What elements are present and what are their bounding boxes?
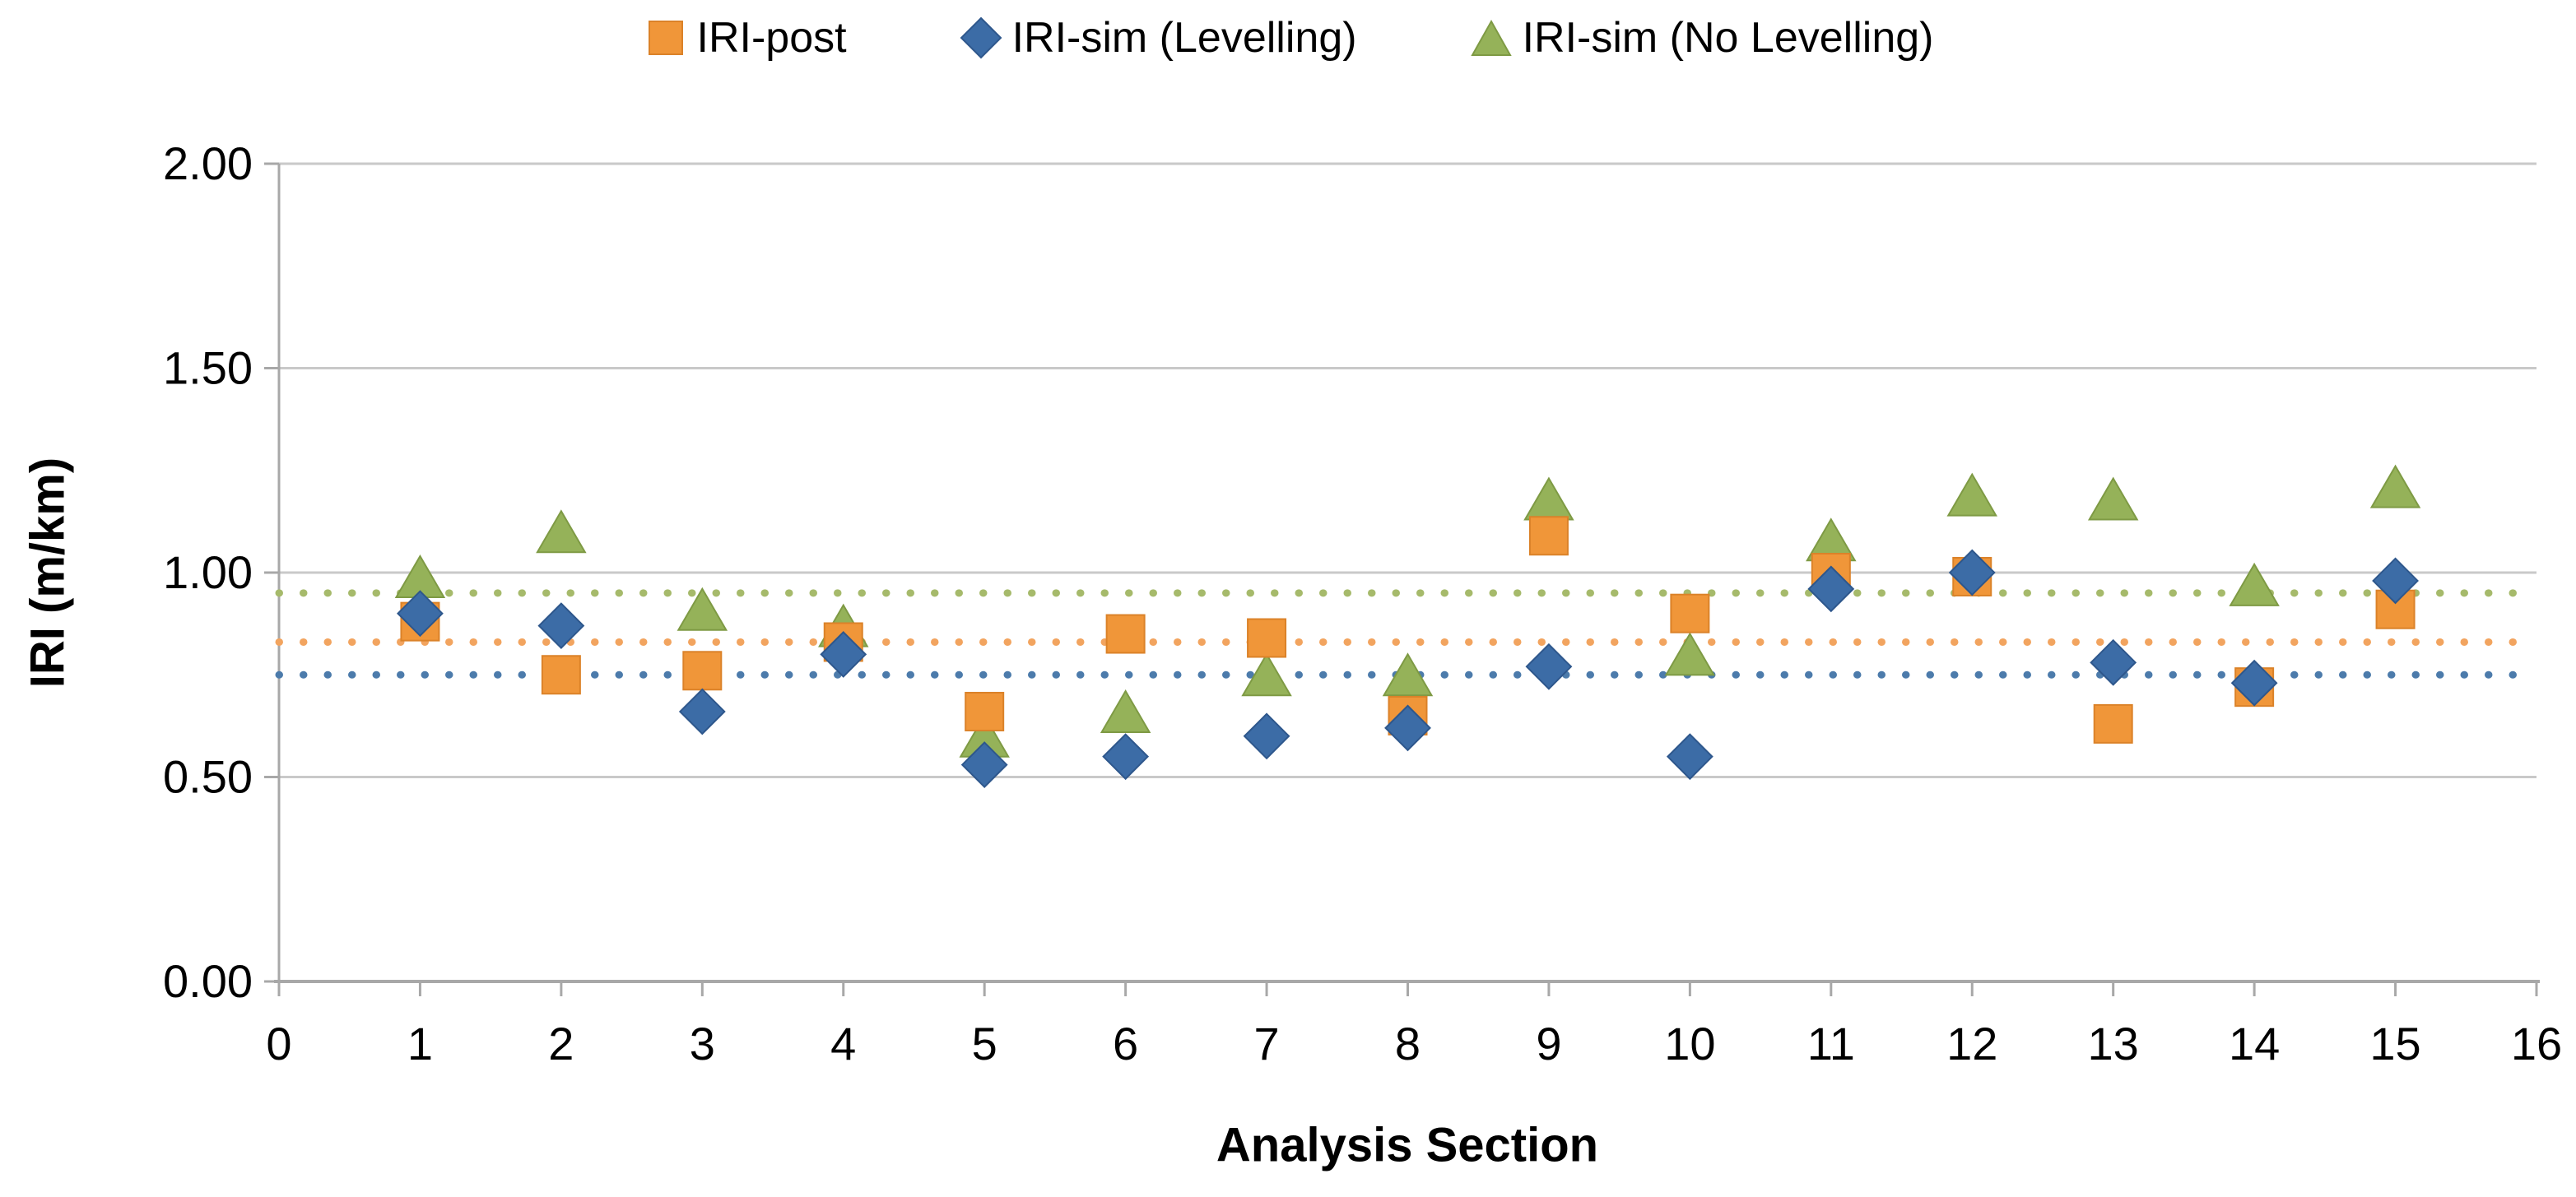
data-point-marker [1670,593,1710,633]
data-point-marker [541,655,581,695]
data-point-marker [678,688,726,735]
data-point-marker [1384,704,1431,752]
x-tick-label: 11 [1807,1018,1855,1069]
x-tick-label: 1 [407,1018,433,1069]
triangle-legend-icon [1470,19,1512,56]
data-point-marker [2230,659,2278,707]
data-point-marker [1243,712,1290,760]
data-point-marker [2090,638,2137,686]
x-tick-label: 7 [1253,1018,1279,1069]
x-tick-label: 10 [1664,1018,1715,1069]
data-point-marker [1102,733,1150,781]
data-point-marker [2229,562,2280,606]
y-tick-label: 0.50 [163,751,253,803]
y-tick-label: 1.00 [163,546,253,598]
x-tick-label: 4 [830,1018,856,1069]
legend-label: IRI-sim (No Levelling) [1522,14,1934,62]
x-tick-label: 8 [1395,1018,1421,1069]
x-tick-label: 16 [2511,1018,2562,1069]
data-point-marker [677,587,728,631]
data-point-marker [1666,733,1713,781]
y-tick-label: 0.00 [163,955,253,1007]
legend-label: IRI-sim (Levelling) [1011,14,1357,62]
data-point-marker [2369,464,2421,508]
data-point-marker [1382,652,1434,697]
data-point-marker [960,741,1008,789]
y-axis-title: IRI (m/km) [21,457,75,689]
legend-item-iri-post: IRI-post [643,13,847,63]
data-point-marker [820,630,867,678]
data-point-marker [682,651,723,691]
legend-item-iri-sim-no-levelling: IRI-sim (No Levelling) [1468,13,1934,63]
data-point-marker [1100,689,1151,733]
data-point-marker [1525,643,1573,690]
x-axis-title: Analysis Section [1216,1118,1599,1172]
data-point-marker [1664,632,1716,676]
data-point-marker [2093,703,2133,744]
data-point-marker [536,509,587,554]
data-point-marker [1105,614,1146,654]
data-point-marker [1528,516,1569,556]
legend-item-iri-sim-levelling: IRI-sim (Levelling) [958,13,1357,63]
x-tick-label: 5 [972,1018,997,1069]
data-point-marker [1946,472,1997,517]
x-tick-label: 15 [2369,1018,2420,1069]
y-tick-label: 1.50 [163,342,253,394]
data-point-marker [1948,549,1996,596]
data-point-marker [1247,618,1287,658]
square-legend-icon [648,21,683,55]
data-point-marker [1807,565,1855,613]
data-point-marker [965,691,1005,731]
data-point-marker [2087,476,2139,521]
x-tick-label: 9 [1536,1018,1561,1069]
y-tick-label: 2.00 [163,137,253,189]
legend-label: IRI-post [696,14,847,62]
x-tick-label: 14 [2229,1018,2280,1069]
data-point-marker [1241,652,1292,697]
x-tick-label: 13 [2088,1018,2139,1069]
data-point-marker [537,602,585,650]
diamond-legend-icon [960,16,1002,59]
x-tick-label: 12 [1946,1018,1997,1069]
x-tick-label: 0 [266,1018,291,1069]
data-point-marker [1523,476,1574,521]
data-point-marker [2372,557,2419,605]
x-tick-label: 2 [548,1018,574,1069]
chart-legend: IRI-post IRI-sim (Levelling) IRI-sim (No L… [0,13,2576,63]
data-point-marker [397,590,444,638]
x-tick-label: 3 [690,1018,715,1069]
x-tick-label: 6 [1113,1018,1138,1069]
